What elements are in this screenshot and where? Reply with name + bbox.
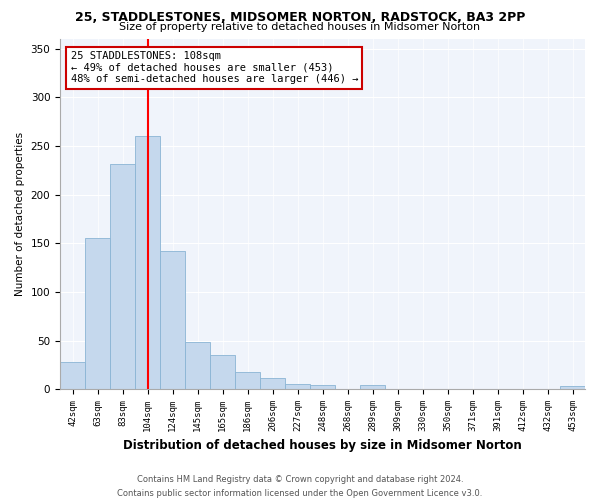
- Bar: [160, 251, 185, 389]
- Text: Contains HM Land Registry data © Crown copyright and database right 2024.
Contai: Contains HM Land Registry data © Crown c…: [118, 476, 482, 498]
- Bar: [560, 386, 585, 389]
- Text: 25, STADDLESTONES, MIDSOMER NORTON, RADSTOCK, BA3 2PP: 25, STADDLESTONES, MIDSOMER NORTON, RADS…: [75, 11, 525, 24]
- Y-axis label: Number of detached properties: Number of detached properties: [15, 132, 25, 296]
- Bar: [185, 342, 210, 389]
- Text: 25 STADDLESTONES: 108sqm
← 49% of detached houses are smaller (453)
48% of semi-: 25 STADDLESTONES: 108sqm ← 49% of detach…: [71, 52, 358, 84]
- Bar: [85, 238, 110, 389]
- Bar: [110, 164, 135, 389]
- Bar: [260, 378, 285, 389]
- Bar: [360, 386, 385, 389]
- Bar: [60, 362, 85, 389]
- Bar: [210, 355, 235, 389]
- Bar: [135, 136, 160, 389]
- Bar: [285, 384, 310, 389]
- Bar: [235, 372, 260, 389]
- Bar: [310, 386, 335, 389]
- X-axis label: Distribution of detached houses by size in Midsomer Norton: Distribution of detached houses by size …: [123, 440, 522, 452]
- Text: Size of property relative to detached houses in Midsomer Norton: Size of property relative to detached ho…: [119, 22, 481, 32]
